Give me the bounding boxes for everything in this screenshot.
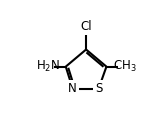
Text: N: N — [68, 82, 77, 95]
Text: S: S — [95, 82, 102, 95]
Text: Cl: Cl — [80, 20, 92, 33]
Text: H$_2$N: H$_2$N — [36, 59, 60, 74]
Text: CH$_3$: CH$_3$ — [113, 59, 136, 74]
